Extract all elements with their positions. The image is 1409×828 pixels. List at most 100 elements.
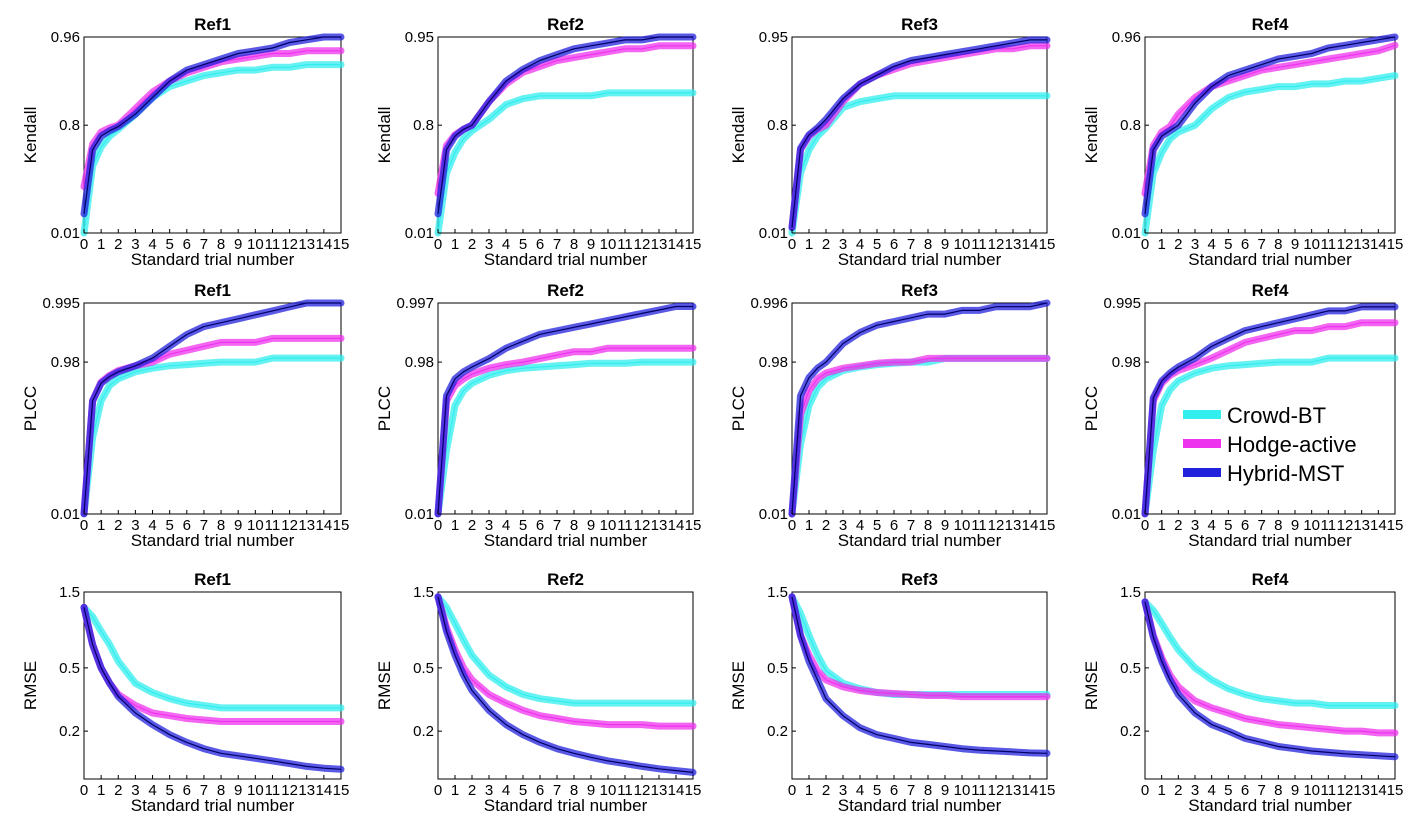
x-tick-label: 14 <box>316 782 333 799</box>
x-tick-label: 2 <box>1174 236 1182 253</box>
x-tick-label: 6 <box>890 782 898 799</box>
x-tick-label: 1 <box>97 782 105 799</box>
y-tick-label: 0.01 <box>759 506 788 523</box>
x-tick-label: 14 <box>1370 236 1387 253</box>
x-tick-label: 5 <box>165 517 173 534</box>
y-axis-label: Kendall <box>1082 107 1101 164</box>
axes-box <box>437 36 694 234</box>
series-line-hybrid-mst <box>437 36 693 214</box>
series-band-hybrid-mst <box>788 299 1051 518</box>
x-tick-label: 6 <box>536 517 544 534</box>
x-tick-label: 2 <box>114 782 122 799</box>
x-axis-label: Standard trial number <box>838 250 1002 269</box>
x-tick-label: 12 <box>988 517 1005 534</box>
axes-box <box>1144 36 1396 234</box>
y-tick-label: 0.8 <box>1120 117 1141 134</box>
series-line-hybrid-mst <box>83 607 342 770</box>
y-tick-label: 0.8 <box>413 117 434 134</box>
y-axis-label: PLCC <box>729 386 748 431</box>
x-tick-label: 1 <box>97 517 105 534</box>
series-band-crowd-bt <box>80 603 345 712</box>
x-tick-label: 6 <box>1241 236 1249 253</box>
x-axis-label: Standard trial number <box>1188 250 1352 269</box>
x-tick-label: 11 <box>971 782 987 799</box>
series-line-hodge-active <box>791 596 1047 698</box>
x-tick-label: 8 <box>1274 782 1282 799</box>
series-line-hybrid-mst <box>791 596 1048 754</box>
axes-box <box>437 302 694 515</box>
x-tick-label: 11 <box>617 782 633 799</box>
x-tick-label: 5 <box>1224 782 1232 799</box>
chart-title: Ref1 <box>194 15 231 34</box>
x-tick-label: 14 <box>316 236 333 253</box>
x-tick-label: 5 <box>519 236 527 253</box>
x-tick-label: 13 <box>298 236 315 253</box>
x-tick-label: 2 <box>822 782 830 799</box>
y-tick-label: 0.95 <box>759 29 788 46</box>
series-band-hybrid-mst <box>788 36 1051 231</box>
x-tick-label: 12 <box>634 236 651 253</box>
y-axis-label: RMSE <box>375 661 394 710</box>
x-tick-label: 6 <box>536 782 544 799</box>
x-tick-label: 1 <box>97 236 105 253</box>
chart-title: Ref2 <box>547 15 584 34</box>
axes-box <box>791 591 1048 780</box>
x-tick-label: 4 <box>502 782 510 799</box>
x-tick-label: 7 <box>200 517 208 534</box>
y-tick-label: 0.2 <box>59 723 80 740</box>
y-tick-label: 0.01 <box>51 506 80 523</box>
x-tick-label: 8 <box>924 782 932 799</box>
series-line-hybrid-mst <box>1144 306 1395 514</box>
x-tick-label: 2 <box>822 517 830 534</box>
x-tick-label: 10 <box>954 782 971 799</box>
x-tick-label: 2 <box>1174 782 1182 799</box>
x-tick-label: 8 <box>1274 236 1282 253</box>
series-line-hybrid-mst <box>83 302 341 514</box>
x-tick-label: 7 <box>1257 782 1265 799</box>
x-tick-label: 3 <box>839 782 847 799</box>
x-tick-label: 5 <box>165 782 173 799</box>
series-line-crowd-bt <box>83 357 341 515</box>
x-tick-label: 15 <box>685 517 702 534</box>
x-tick-label: 10 <box>1303 782 1320 799</box>
x-tick-label: 6 <box>890 517 898 534</box>
y-tick-label: 0.995 <box>42 295 80 312</box>
series-line-hodge-active <box>791 45 1047 228</box>
chart-title: Ref1 <box>194 281 231 300</box>
series-band-crowd-bt <box>80 354 345 518</box>
series-line-hodge-active <box>791 357 1047 515</box>
x-tick-label: 3 <box>839 236 847 253</box>
x-tick-label: 9 <box>234 782 242 799</box>
x-tick-label: 9 <box>587 517 595 534</box>
x-tick-label: 14 <box>668 782 685 799</box>
x-tick-label: 15 <box>1039 517 1056 534</box>
y-tick-label: 0.98 <box>1112 354 1141 371</box>
x-tick-label: 5 <box>519 782 527 799</box>
x-tick-label: 7 <box>907 517 915 534</box>
y-tick-label: 0.01 <box>405 225 434 242</box>
x-tick-label: 1 <box>1157 517 1165 534</box>
x-tick-label: 15 <box>1039 236 1056 253</box>
x-tick-label: 2 <box>114 236 122 253</box>
x-tick-label: 15 <box>1039 782 1056 799</box>
x-axis-label: Standard trial number <box>131 796 295 815</box>
x-tick-label: 15 <box>1387 517 1404 534</box>
chart-title: Ref1 <box>194 570 231 589</box>
x-tick-label: 13 <box>1353 236 1370 253</box>
x-tick-label: 13 <box>1005 236 1022 253</box>
x-tick-label: 3 <box>131 517 139 534</box>
x-tick-label: 8 <box>217 782 225 799</box>
x-tick-label: 13 <box>651 782 668 799</box>
x-tick-label: 9 <box>1291 782 1299 799</box>
x-tick-label: 13 <box>1353 782 1370 799</box>
x-tick-label: 0 <box>80 236 88 253</box>
x-tick-label: 10 <box>600 517 617 534</box>
